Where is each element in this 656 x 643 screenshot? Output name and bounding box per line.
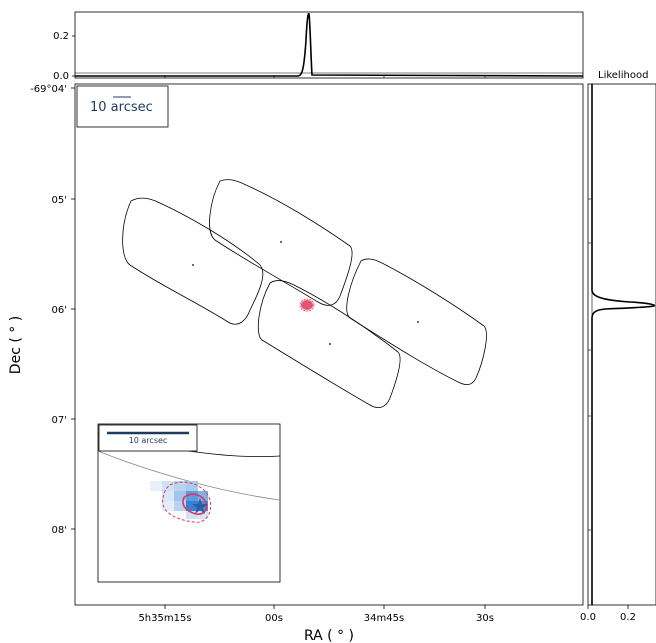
scale-bar-box: 10 arcsec — [76, 85, 169, 128]
footprint-1-center — [192, 264, 194, 266]
main-panel: -69°04' 05' 06' 07' 08' 5h35m15s 00s 34m… — [8, 83, 584, 643]
footprint-2-center — [280, 241, 282, 243]
ytick-0: -69°04' — [30, 84, 67, 95]
inset-scale-box — [98, 424, 198, 452]
likelihood-label: Likelihood — [598, 70, 648, 81]
zoom-inset: 10 arcsec — [97, 423, 281, 583]
x-axis-label: RA ( ° ) — [304, 628, 354, 643]
scale-bar-label: 10 arcsec — [90, 100, 153, 115]
top-panel-frame — [74, 11, 584, 79]
footprint-2 — [209, 179, 353, 306]
xtick-1: 00s — [265, 613, 283, 624]
ytick-3: 07' — [52, 415, 67, 426]
ra-likelihood-curve — [75, 12, 584, 77]
xtick-0: 5h35m15s — [138, 613, 191, 624]
inner-contour — [182, 493, 208, 515]
localization-region — [299, 298, 315, 312]
top-ytick-0.0: 0.0 — [53, 71, 69, 82]
best-position-marker — [192, 498, 208, 514]
footprint-3-center — [329, 343, 331, 345]
right-xtick-0.0: 0.0 — [580, 612, 596, 623]
dec-likelihood-curve — [591, 84, 656, 605]
ytick-4: 08' — [52, 525, 67, 536]
footprint-4-center — [417, 321, 419, 323]
right-xtick-0.2: 0.2 — [620, 612, 636, 623]
right-marginal-panel: Likelihood 0.0 0.2 — [580, 70, 656, 623]
right-panel-frame — [587, 83, 656, 606]
inset-scale-label: 10 arcsec — [129, 436, 168, 445]
top-ytick-0.2: 0.2 — [53, 31, 69, 42]
ytick-1: 05' — [52, 195, 67, 206]
footprint-1 — [122, 197, 264, 325]
ytick-2: 06' — [52, 305, 67, 316]
y-axis-label: Dec ( ° ) — [8, 316, 24, 374]
outer-contour — [162, 481, 212, 523]
footprint-4 — [346, 258, 487, 386]
xtick-2: 34m45s — [364, 613, 404, 624]
top-marginal-panel: 0.2 0.0 — [53, 11, 584, 82]
xtick-3: 30s — [476, 613, 494, 624]
footprint-3 — [257, 280, 401, 409]
